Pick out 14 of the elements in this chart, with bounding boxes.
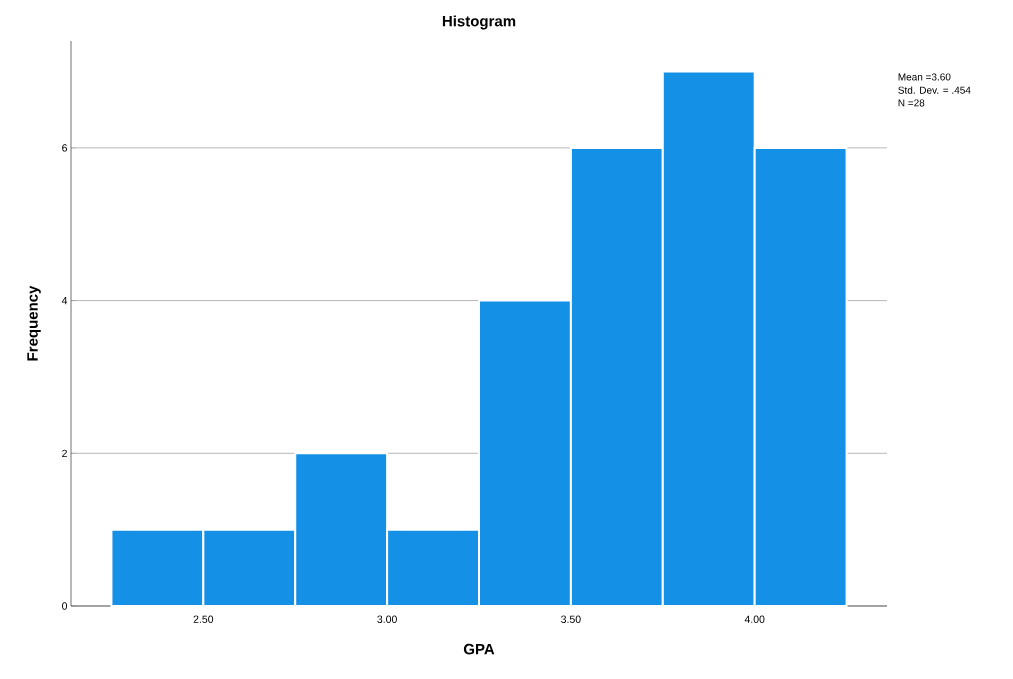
chart-title: Histogram	[442, 15, 516, 30]
y-axis-title: Frequency	[27, 285, 41, 361]
y-tick-label: 0	[62, 602, 68, 610]
y-tick-label: 4	[61, 296, 68, 305]
text: Std. Dev. = .454	[898, 86, 971, 94]
text: N =28	[898, 99, 925, 107]
text: Mean =3.60	[898, 73, 951, 81]
y-tick-label: 2	[62, 449, 67, 457]
x-tick-label: 4.00	[744, 615, 765, 623]
x-axis-title: GPA	[463, 643, 495, 655]
x-tick-label: 3.00	[377, 615, 397, 623]
y-tick-label: 6	[62, 144, 68, 152]
x-tick-label: 3.50	[561, 615, 581, 623]
x-tick-label: 2.50	[193, 615, 214, 623]
